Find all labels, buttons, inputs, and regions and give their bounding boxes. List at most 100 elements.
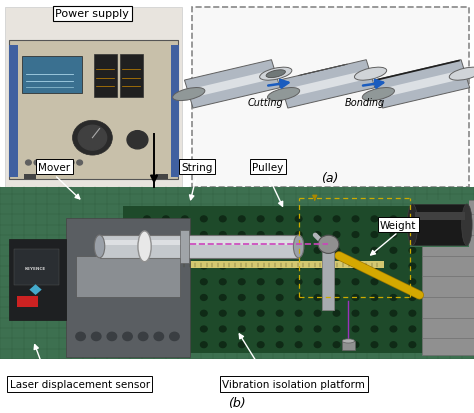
Circle shape [219, 326, 226, 332]
Circle shape [390, 232, 397, 238]
Circle shape [77, 161, 82, 166]
Circle shape [314, 342, 321, 348]
Circle shape [428, 326, 435, 332]
Circle shape [51, 161, 57, 166]
Polygon shape [279, 61, 375, 109]
Circle shape [144, 232, 150, 238]
Circle shape [390, 279, 397, 285]
FancyBboxPatch shape [415, 213, 465, 220]
Circle shape [428, 263, 435, 269]
FancyBboxPatch shape [120, 55, 143, 98]
FancyBboxPatch shape [422, 200, 474, 355]
Circle shape [219, 311, 226, 316]
Text: Laser displacement sensor: Laser displacement sensor [9, 379, 150, 389]
Circle shape [163, 311, 169, 316]
Circle shape [428, 311, 435, 316]
Circle shape [201, 263, 207, 269]
Circle shape [295, 279, 302, 285]
Circle shape [201, 248, 207, 254]
Text: (b): (b) [228, 396, 246, 409]
Circle shape [447, 311, 454, 316]
Circle shape [144, 311, 150, 316]
Circle shape [371, 232, 378, 238]
Circle shape [163, 326, 169, 332]
Circle shape [182, 311, 188, 316]
Circle shape [144, 295, 150, 301]
Circle shape [295, 263, 302, 269]
Circle shape [219, 279, 226, 285]
Ellipse shape [138, 231, 151, 262]
Text: Cutting: Cutting [247, 98, 283, 108]
Circle shape [276, 263, 283, 269]
Circle shape [219, 295, 226, 301]
Circle shape [238, 263, 245, 269]
Polygon shape [29, 285, 42, 295]
Text: String: String [181, 162, 212, 172]
Circle shape [276, 216, 283, 222]
FancyBboxPatch shape [410, 200, 469, 248]
Circle shape [201, 326, 207, 332]
Circle shape [314, 279, 321, 285]
FancyBboxPatch shape [22, 57, 82, 94]
Circle shape [182, 232, 188, 238]
Circle shape [154, 332, 164, 341]
Circle shape [182, 342, 188, 348]
Circle shape [144, 326, 150, 332]
FancyBboxPatch shape [100, 240, 299, 246]
Circle shape [371, 248, 378, 254]
FancyBboxPatch shape [412, 204, 467, 246]
Circle shape [447, 295, 454, 301]
Ellipse shape [267, 88, 300, 101]
Circle shape [107, 332, 117, 341]
Text: Vibration isolation platform: Vibration isolation platform [222, 379, 365, 389]
Circle shape [219, 263, 226, 269]
Circle shape [409, 342, 416, 348]
Circle shape [428, 342, 435, 348]
Circle shape [352, 216, 359, 222]
Circle shape [295, 295, 302, 301]
Circle shape [76, 332, 85, 341]
Circle shape [182, 326, 188, 332]
Circle shape [314, 248, 321, 254]
Circle shape [144, 342, 150, 348]
Circle shape [295, 326, 302, 332]
Circle shape [428, 216, 435, 222]
Circle shape [390, 311, 397, 316]
Circle shape [428, 232, 435, 238]
Ellipse shape [260, 68, 292, 81]
Circle shape [73, 121, 112, 156]
Circle shape [371, 342, 378, 348]
Circle shape [295, 232, 302, 238]
Circle shape [314, 216, 321, 222]
Circle shape [163, 295, 169, 301]
Circle shape [390, 248, 397, 254]
Circle shape [352, 279, 359, 285]
Circle shape [257, 232, 264, 238]
Circle shape [238, 326, 245, 332]
Circle shape [238, 311, 245, 316]
Circle shape [333, 232, 340, 238]
Circle shape [182, 216, 188, 222]
FancyBboxPatch shape [171, 45, 179, 178]
Circle shape [78, 126, 107, 151]
Circle shape [352, 248, 359, 254]
Circle shape [238, 295, 245, 301]
Circle shape [238, 248, 245, 254]
Circle shape [257, 248, 264, 254]
Circle shape [276, 232, 283, 238]
Circle shape [276, 295, 283, 301]
Circle shape [409, 311, 416, 316]
Circle shape [276, 248, 283, 254]
Circle shape [257, 326, 264, 332]
Ellipse shape [407, 204, 418, 246]
Circle shape [314, 263, 321, 269]
Circle shape [371, 216, 378, 222]
Circle shape [219, 216, 226, 222]
Ellipse shape [362, 88, 394, 101]
Circle shape [257, 342, 264, 348]
Circle shape [201, 311, 207, 316]
Circle shape [390, 295, 397, 301]
Circle shape [127, 131, 148, 150]
FancyBboxPatch shape [322, 248, 334, 310]
FancyBboxPatch shape [9, 41, 178, 180]
